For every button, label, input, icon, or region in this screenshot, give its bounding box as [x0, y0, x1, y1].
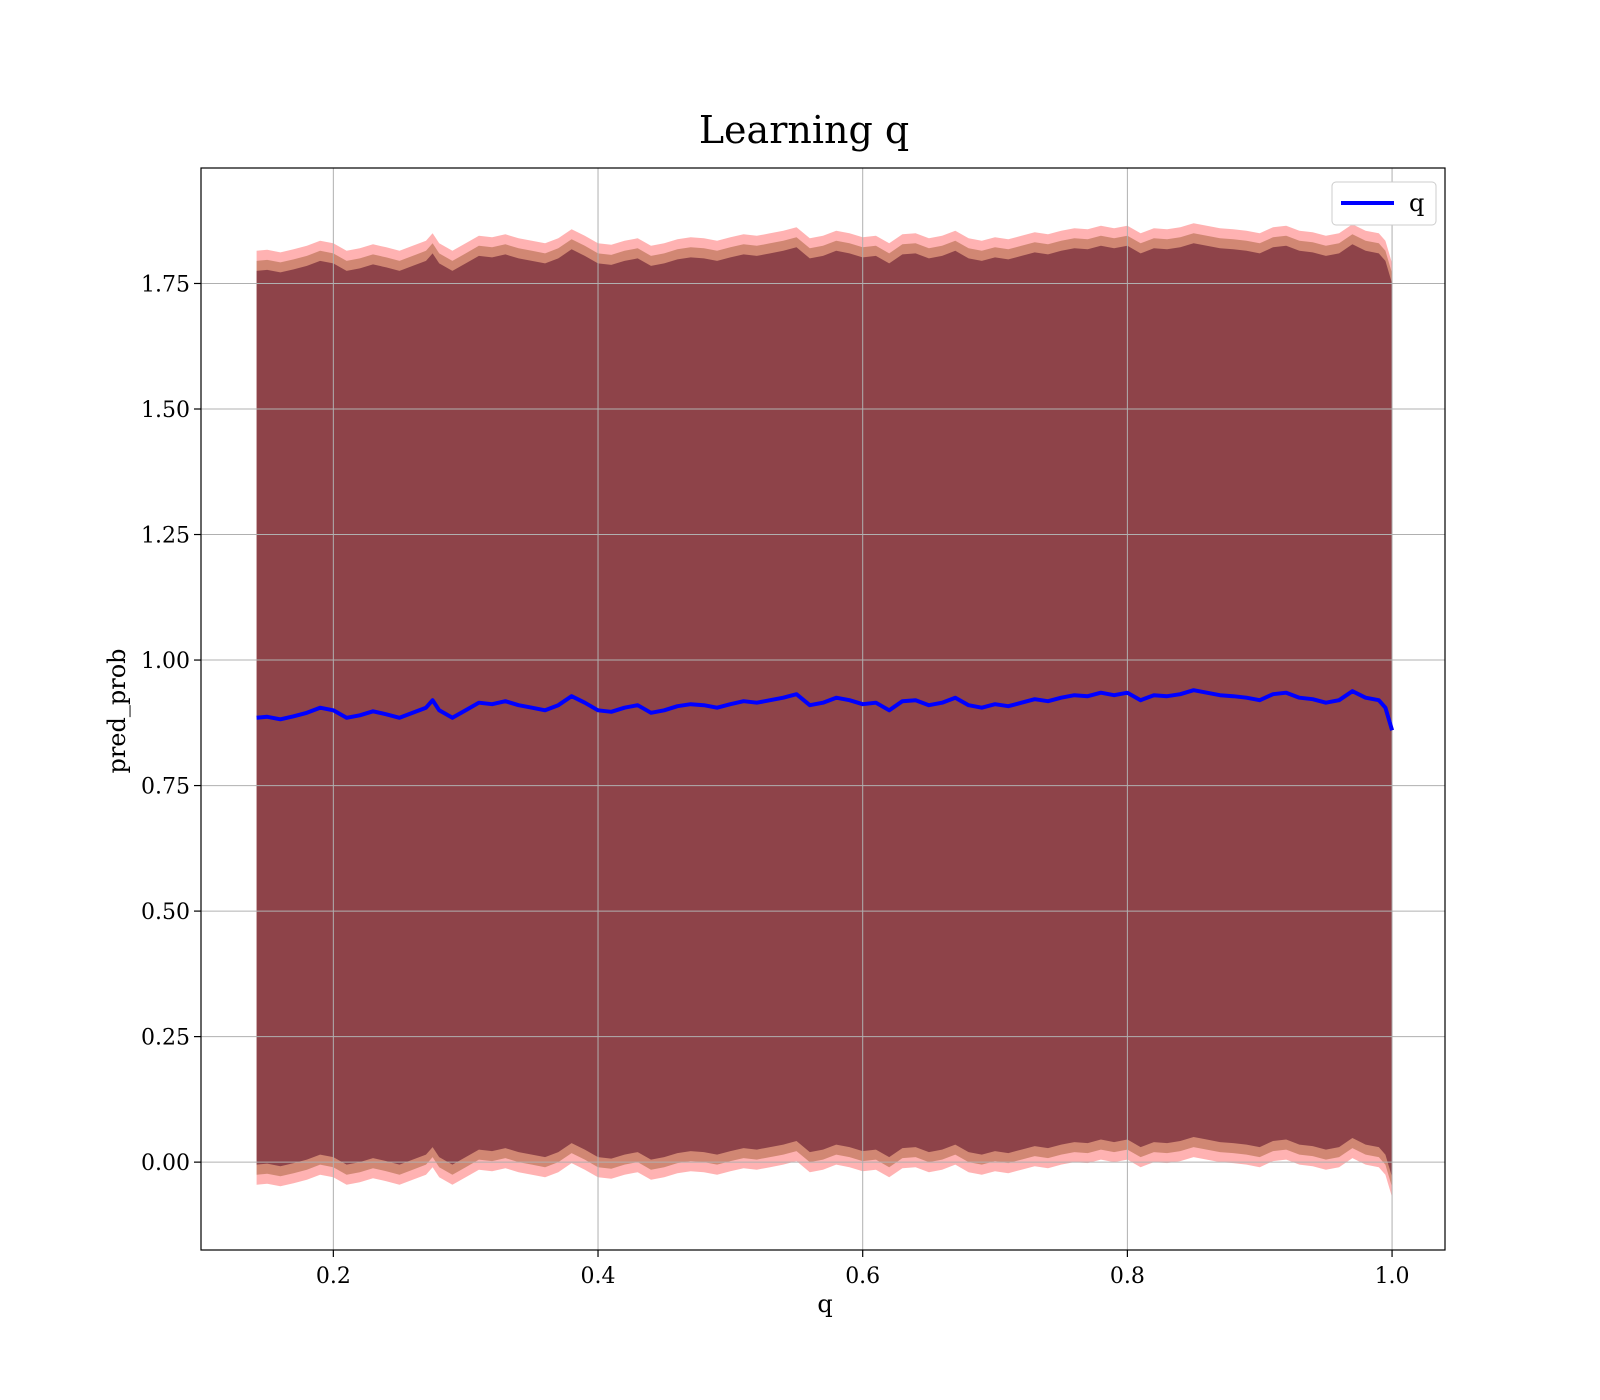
x-tick-label: 0.2 — [316, 1264, 351, 1289]
series-lines — [256, 688, 1395, 731]
y-tick-label: 1.00 — [141, 649, 190, 674]
confidence-bands — [256, 223, 1393, 1198]
y-tick-label: 1.75 — [141, 272, 190, 297]
x-axis-label: q — [817, 1290, 832, 1318]
y-tick-label: 0.50 — [141, 900, 190, 925]
y-tick-label: 0.25 — [141, 1026, 190, 1051]
legend-label-q: q — [1409, 189, 1424, 217]
chart-title: Learning q — [699, 108, 909, 152]
legend: q — [1331, 181, 1437, 226]
plot-area: 0.2 0.4 0.6 0.8 1.0 0.00 0.25 0.50 0.75 1.00 1.25… — [141, 167, 1446, 1289]
y-axis-ticks: 0.00 0.25 0.50 0.75 1.00 1.25 1.50 1.75 — [141, 272, 201, 1176]
confidence-band-3 — [256, 243, 1393, 1178]
grid-lines — [201, 168, 1445, 1250]
axes-frame — [200, 167, 1446, 1251]
y-axis-label: pred_prob — [103, 648, 131, 773]
y-tick-label: 0.75 — [141, 775, 190, 800]
y-tick-label: 1.50 — [141, 398, 190, 423]
series-line-q — [256, 688, 1395, 731]
x-axis-ticks: 0.2 0.4 0.6 0.8 1.0 — [316, 1250, 1410, 1289]
x-tick-label: 0.4 — [581, 1264, 616, 1289]
y-tick-label: 1.25 — [141, 524, 190, 549]
y-tick-label: 0.00 — [141, 1151, 190, 1176]
x-tick-label: 0.6 — [845, 1264, 880, 1289]
x-tick-label: 1.0 — [1375, 1264, 1410, 1289]
x-tick-label: 0.8 — [1110, 1264, 1145, 1289]
